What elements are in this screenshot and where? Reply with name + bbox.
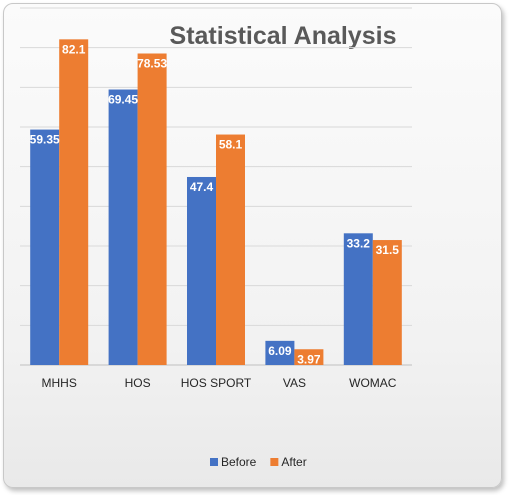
bar-after — [59, 39, 89, 365]
legend-swatch-before — [210, 458, 218, 466]
legend-label-after: After — [281, 455, 306, 469]
bar-before — [30, 129, 60, 365]
data-label-after: 31.5 — [376, 243, 400, 257]
data-label-before: 33.2 — [347, 236, 371, 250]
category-label: HOS SPORT — [181, 376, 252, 390]
category-labels: MHHS HOS HOS SPORT VAS WOMAC — [42, 376, 397, 390]
data-label-before: 59.35 — [30, 133, 60, 147]
bar-before — [108, 89, 138, 365]
category-label: VAS — [283, 376, 306, 390]
legend-swatch-after — [270, 458, 279, 466]
category-label: MHHS — [42, 376, 77, 390]
bar-after — [137, 53, 167, 365]
bar-after — [216, 134, 245, 365]
data-label-after: 3.97 — [297, 352, 321, 366]
data-labels: 59.35 82.1 69.45 78.53 47.4 58.1 6.09 3.97 33.2 3… — [30, 42, 400, 366]
data-label-after: 78.53 — [137, 56, 167, 70]
bar-before — [187, 176, 216, 365]
data-label-before: 6.09 — [268, 344, 292, 358]
legend-label-before: Before — [221, 455, 257, 469]
bar-after — [294, 349, 324, 365]
data-label-before: 69.45 — [108, 93, 138, 107]
data-label-after: 58.1 — [219, 138, 243, 152]
bar-before — [265, 340, 295, 365]
data-label-before: 47.4 — [190, 180, 214, 194]
bar-after — [372, 240, 402, 365]
data-label-after: 82.1 — [62, 42, 86, 56]
bars — [30, 39, 402, 365]
chart-title: Statistical Analysis — [170, 22, 397, 50]
category-label: WOMAC — [349, 376, 397, 390]
category-label: HOS — [125, 376, 151, 390]
bar-before — [343, 233, 373, 365]
legend: Before After — [210, 455, 307, 469]
